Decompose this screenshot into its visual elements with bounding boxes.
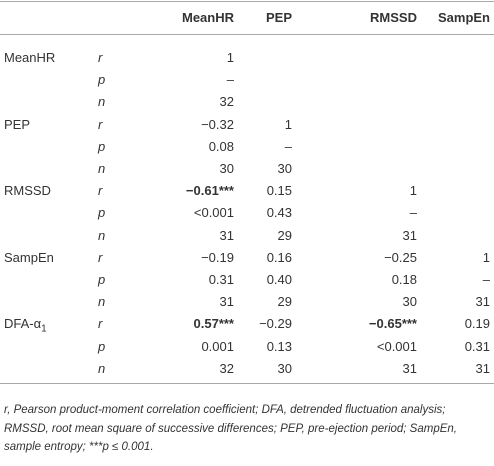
- stat-label: p: [98, 72, 106, 88]
- cell: 31: [219, 294, 234, 310]
- cell: 31: [475, 360, 490, 376]
- cell: −0.29: [259, 316, 292, 332]
- cell: 29: [277, 294, 292, 310]
- cell: 0.31: [208, 272, 234, 287]
- stat-label: p: [98, 338, 106, 354]
- cell: −0.19: [201, 249, 234, 265]
- cell: –: [226, 72, 234, 88]
- cell: 29: [277, 227, 292, 243]
- subscript: 1: [41, 323, 47, 335]
- cell: –: [284, 138, 292, 154]
- cell: 31: [219, 227, 234, 243]
- cell: −0.61***: [185, 183, 234, 199]
- stat-label: n: [98, 161, 106, 176]
- stat-label: r: [98, 116, 103, 132]
- cell: 1: [409, 183, 417, 199]
- footnote: r, Pearson product-moment correlation co…: [4, 404, 446, 416]
- cell: 0.43: [266, 205, 292, 221]
- row-label: DFA-α1: [4, 316, 47, 335]
- stat-label: r: [98, 183, 103, 199]
- cell: 0.19: [464, 316, 490, 332]
- stat-label: r: [98, 50, 103, 65]
- column-header: MeanHR: [181, 10, 234, 25]
- column-header: RMSSD: [370, 10, 417, 25]
- row-label: SampEn: [4, 249, 54, 265]
- column-header: PEP: [265, 10, 292, 25]
- bottom-rule: [0, 383, 494, 384]
- cell: 0.15: [266, 183, 292, 199]
- footnote: sample entropy; ***p ≤ 0.001.: [4, 441, 154, 453]
- cell: 30: [402, 294, 417, 310]
- cell: 1: [284, 116, 292, 132]
- cell: 0.57***: [193, 316, 234, 332]
- cell: 1: [482, 249, 490, 265]
- cell: 0.16: [266, 249, 292, 265]
- row-label: MeanHR: [4, 50, 56, 65]
- cell: 0.31: [464, 338, 490, 354]
- cell: 1: [226, 50, 234, 65]
- cell: 0.001: [201, 338, 234, 354]
- cell: 30: [219, 161, 234, 176]
- stat-label: r: [98, 316, 103, 332]
- row-label: PEP: [4, 116, 31, 132]
- column-header: SampEn: [437, 10, 490, 25]
- cell: 31: [402, 227, 417, 243]
- top-rule: [0, 1, 494, 2]
- cell: 31: [402, 360, 417, 376]
- stat-label: n: [98, 360, 106, 376]
- stat-label: p: [98, 272, 106, 287]
- cell: −0.32: [201, 116, 234, 132]
- cell: 32: [219, 360, 234, 376]
- stat-label: r: [98, 249, 103, 265]
- cell: 0.08: [208, 138, 234, 154]
- cell: 30: [277, 161, 292, 176]
- stat-label: p: [98, 138, 106, 154]
- footnote: RMSSD, root mean square of successive di…: [4, 422, 457, 435]
- cell: –: [409, 205, 417, 221]
- stat-label: p: [98, 205, 106, 221]
- cell: 32: [219, 94, 234, 110]
- cell: <0.001: [193, 205, 234, 221]
- cell: −0.25: [384, 249, 417, 265]
- stat-label: n: [98, 94, 106, 110]
- row-label: RMSSD: [4, 183, 51, 199]
- cell: –: [482, 272, 490, 287]
- cell: 31: [475, 294, 490, 310]
- cell: 0.40: [266, 272, 292, 287]
- cell: <0.001: [376, 338, 417, 354]
- cell: −0.65***: [368, 316, 417, 332]
- stat-label: n: [98, 294, 106, 310]
- cell: 0.13: [266, 338, 292, 354]
- cell: 0.18: [391, 272, 417, 287]
- cell: 30: [277, 360, 292, 376]
- header-rule: [0, 34, 494, 35]
- stat-label: n: [98, 227, 106, 243]
